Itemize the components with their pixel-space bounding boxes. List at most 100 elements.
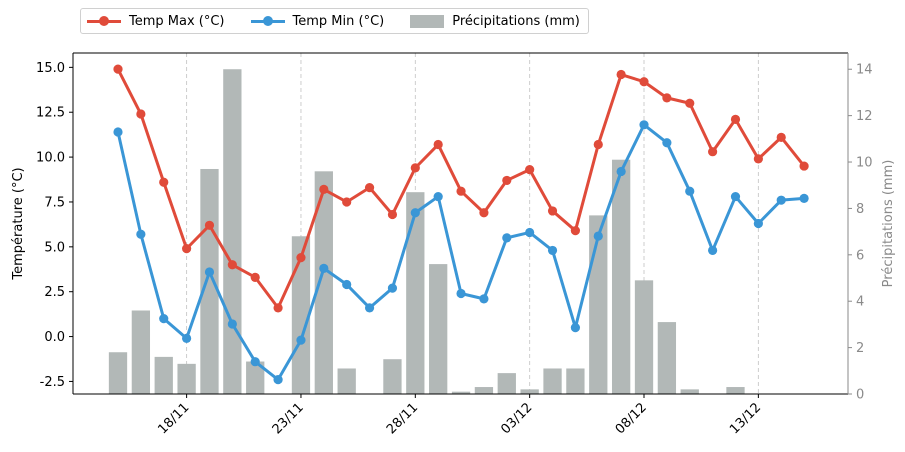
precip-bar-04-12: [520, 389, 539, 394]
precip-bar-28-11: [383, 359, 402, 394]
temp-min-point-18-11: [159, 314, 169, 324]
temp-min-point-24-11: [296, 335, 306, 345]
temp-min-point-29-11: [410, 208, 420, 218]
temp-min-point-07-12: [593, 231, 603, 241]
temp-max-point-07-12: [593, 139, 603, 150]
precip-bar-19-11: [177, 363, 196, 394]
y-tick-label-7: 15.0: [36, 61, 65, 76]
legend: Temp Max (°C) Temp Min (°C) Précipitatio…: [80, 8, 589, 34]
y-right-tick-label-0: 0: [856, 388, 864, 403]
precip-bar-16-11: [108, 352, 128, 394]
precip-bar-22-11: [246, 361, 265, 394]
legend-item-precip: Précipitations (mm): [410, 14, 580, 29]
temp-min-point-03-12: [502, 233, 512, 243]
temp-max-point-20-11: [204, 220, 215, 230]
temp-min-point-08-12: [616, 166, 626, 177]
temp-max-point-19-11: [182, 244, 192, 254]
legend-line-temp-min: [250, 15, 285, 27]
x-tick-label-4: 08/12: [613, 400, 650, 437]
temp-min-point-10-12: [662, 138, 672, 148]
legend-label-precip: Précipitations (mm): [452, 13, 580, 29]
precip-bar-18-11: [154, 356, 173, 394]
temp-min-point-06-12: [570, 322, 581, 333]
temp-min-point-20-11: [204, 267, 215, 277]
temp-min-point-02-12: [479, 294, 489, 304]
temp-min-point-15-12: [776, 195, 786, 205]
precip-bar-06-12: [566, 368, 585, 394]
temp-max-point-03-12: [502, 175, 512, 186]
y-tick-label-4: 7.5: [44, 195, 65, 210]
temp-max-point-25-11: [319, 184, 329, 194]
legend-item-temp-min: Temp Min (°C): [250, 13, 385, 29]
temp-max-point-08-12: [616, 69, 626, 80]
legend-item-temp-max: Temp Max (°C): [87, 14, 225, 29]
y-right-tick-label-6: 12: [856, 109, 873, 124]
legend-label-temp-min: Temp Min (°C): [292, 13, 385, 29]
y-right-tick-label-4: 8: [856, 202, 864, 217]
precip-bar-26-11: [337, 368, 356, 394]
y-right-tick-label-3: 6: [856, 248, 864, 263]
x-tick-label-3: 03/12: [498, 400, 535, 437]
temp-max-point-10-12: [662, 93, 672, 103]
precip-bar-25-11: [314, 171, 333, 394]
x-tick-label-0: 18/11: [155, 400, 192, 437]
precip-bar-05-12: [543, 368, 562, 394]
temp-min-point-17-11: [136, 229, 146, 239]
temp-max-point-30-11: [433, 139, 443, 150]
temp-max-point-16-12: [799, 161, 809, 171]
temp-min-point-11-12: [685, 186, 695, 196]
temp-min-point-25-11: [319, 263, 329, 273]
temp-min-point-16-12: [799, 193, 809, 203]
y-tick-label-0: -2.5: [40, 375, 65, 390]
temp-min-point-12-12: [708, 245, 718, 256]
temp-min-line: [116, 123, 806, 382]
x-tick-label-5: 13/12: [727, 400, 764, 437]
temp-max-point-06-12: [570, 226, 581, 236]
temp-max-point-27-11: [364, 183, 375, 193]
temp-min-point-04-12: [525, 227, 535, 238]
temp-min-point-22-11: [250, 357, 260, 367]
precip-bar-08-12: [611, 159, 631, 394]
temp-min-point-13-12: [730, 191, 741, 202]
y-tick-label-6: 12.5: [36, 106, 65, 121]
precip-bar-21-11: [223, 69, 242, 394]
temp-max-point-21-11: [227, 260, 237, 270]
temp-max-point-28-11: [387, 209, 398, 220]
temp-max-point-13-12: [730, 114, 741, 125]
temp-min-point-16-11: [113, 127, 123, 137]
temp-min-point-09-12: [639, 120, 649, 130]
precip-bar-10-12: [657, 322, 677, 394]
precip-bar-30-11: [429, 264, 448, 394]
temp-max-point-09-12: [639, 77, 649, 87]
temp-max-point-18-11: [159, 177, 169, 187]
y-right-tick-label-5: 10: [856, 156, 873, 171]
y-tick-label-1: 0.0: [44, 330, 65, 345]
temp-max-point-29-11: [410, 163, 420, 173]
y-right-tick-label-1: 2: [856, 341, 864, 356]
temp-min-point-14-12: [753, 218, 763, 229]
precip-bar-09-12: [634, 280, 654, 394]
precip-bar-02-12: [474, 387, 494, 394]
legend-label-temp-max: Temp Max (°C): [129, 13, 225, 29]
temp-max-point-05-12: [547, 206, 558, 216]
temp-max-point-26-11: [342, 197, 352, 207]
precip-bar-24-11: [291, 236, 311, 394]
y-axis-title: Température (°C): [11, 167, 26, 280]
temp-max-point-15-12: [776, 132, 786, 142]
precip-bar-13-12: [726, 387, 745, 394]
temp-min-point-28-11: [387, 283, 398, 293]
x-tick-label-2: 28/11: [384, 400, 421, 437]
temp-max-point-22-11: [250, 272, 260, 282]
y-right-tick-label-7: 14: [856, 63, 873, 78]
legend-bar-precip: [410, 14, 445, 28]
y-tick-label-2: 2.5: [44, 285, 65, 300]
y-tick-label-3: 5.0: [44, 240, 65, 255]
temp-max-point-01-12: [456, 186, 466, 196]
temp-max-point-04-12: [525, 165, 535, 175]
y-right-tick-label-2: 4: [856, 295, 864, 310]
precip-bar-29-11: [406, 192, 425, 394]
temp-max-point-14-12: [753, 154, 763, 164]
temp-min-point-27-11: [364, 303, 375, 313]
temp-min-point-05-12: [547, 245, 558, 256]
